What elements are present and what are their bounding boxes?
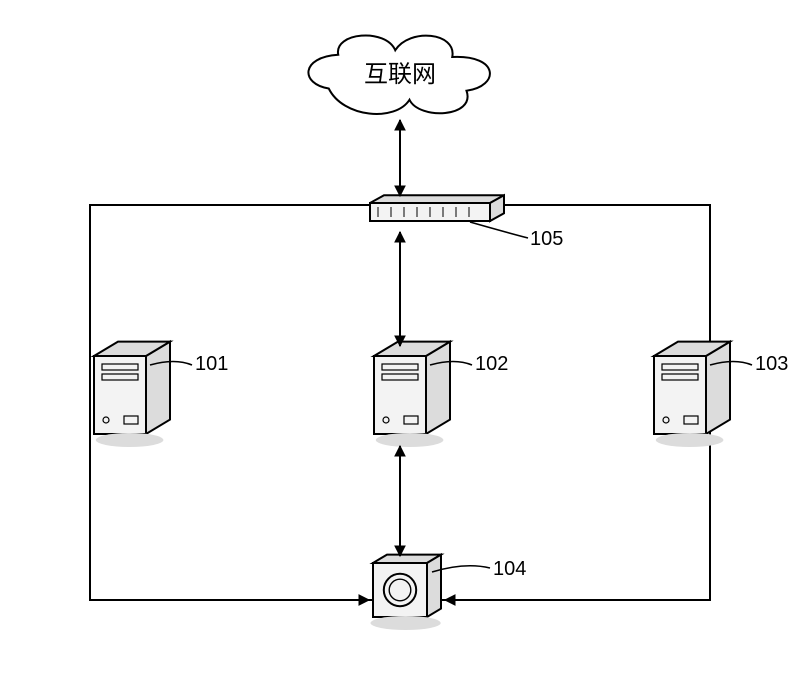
server-103: 103	[654, 342, 788, 447]
callout-104: 104	[493, 558, 526, 580]
callout-105: 105	[530, 228, 563, 250]
router-104: 104	[371, 555, 527, 630]
internet-cloud: 互联网	[308, 35, 489, 114]
server-102: 102	[374, 342, 508, 447]
callout-102: 102	[475, 353, 508, 375]
callout-103: 103	[755, 353, 788, 375]
server-101: 101	[94, 342, 228, 447]
callout-101: 101	[195, 353, 228, 375]
internet-label: 互联网	[364, 61, 436, 88]
